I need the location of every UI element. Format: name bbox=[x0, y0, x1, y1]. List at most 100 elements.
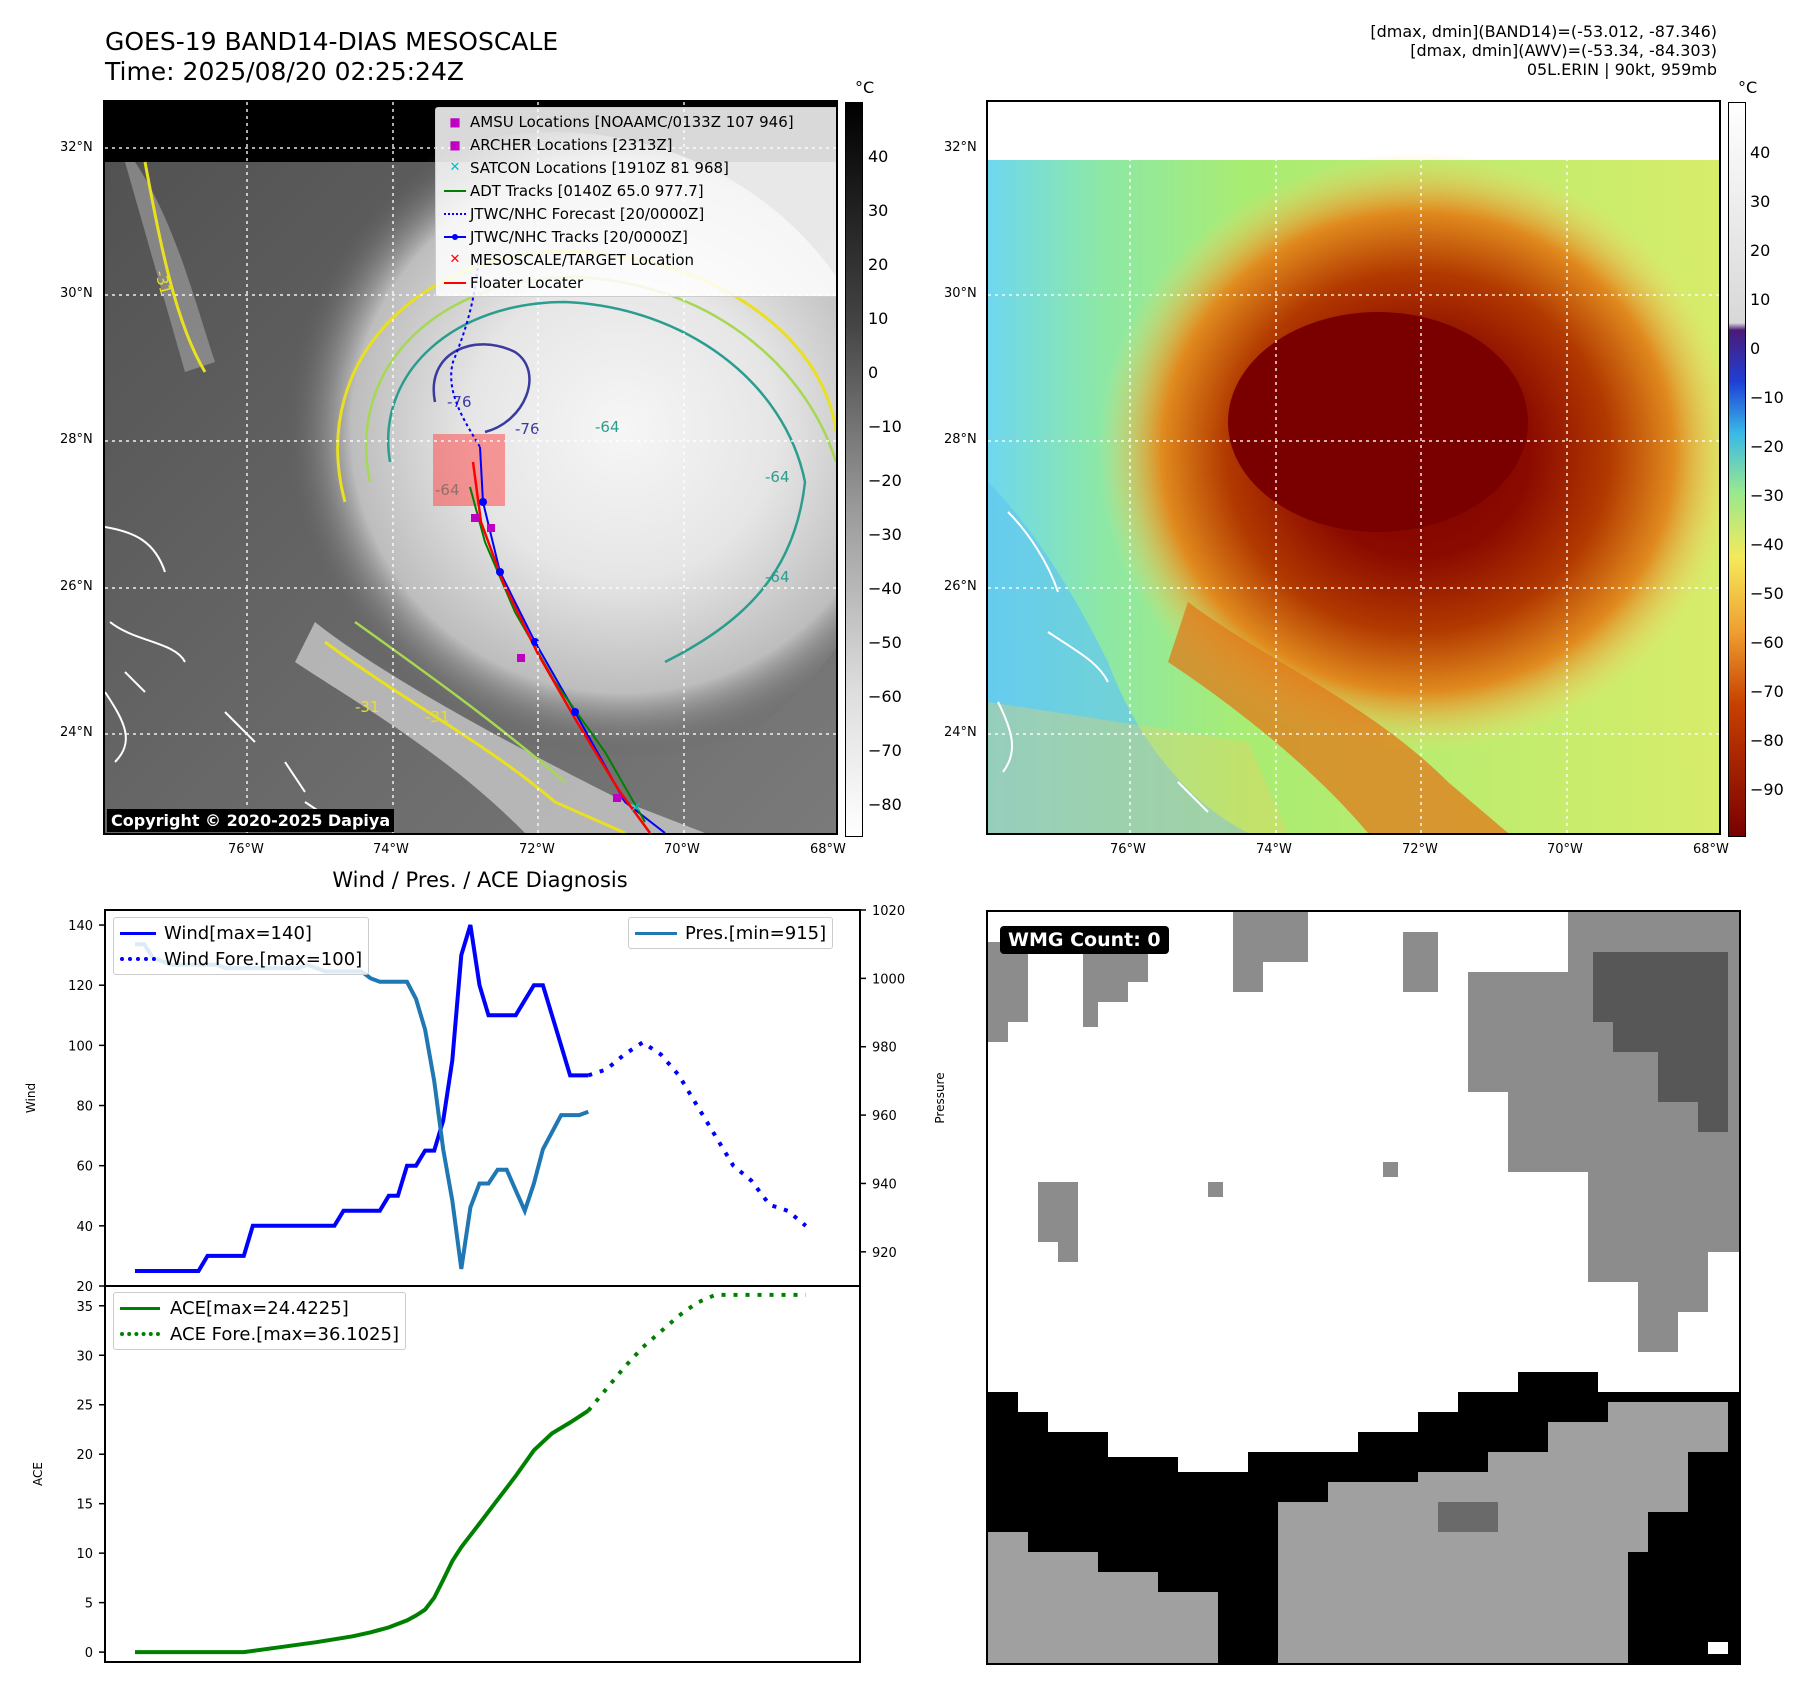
colorbar-tick: −40 bbox=[868, 579, 902, 598]
lon-label: 74°W bbox=[1256, 842, 1292, 857]
legend-target: ✕ MESOSCALE/TARGET Location bbox=[440, 248, 835, 271]
wmg-cell-gray bbox=[1208, 1182, 1223, 1197]
lon-label: 68°W bbox=[1693, 842, 1729, 857]
archer-point bbox=[517, 654, 525, 662]
lon-label: 74°W bbox=[373, 842, 409, 857]
contour-label: -31 bbox=[151, 268, 175, 296]
series-line-wind-fore bbox=[587, 1040, 808, 1228]
y-tick-label: 100 bbox=[68, 1039, 93, 1054]
wmg-map bbox=[988, 912, 1739, 1663]
colorbar-tick: −80 bbox=[868, 795, 902, 814]
wmg-cell-gray bbox=[1038, 1182, 1078, 1262]
series-line-pres bbox=[135, 942, 589, 1270]
legend-wind: Wind[max=140] bbox=[120, 920, 362, 946]
lat-label: 30°N bbox=[944, 286, 977, 301]
colorbar-tick: −90 bbox=[1750, 780, 1784, 799]
x-icon: ✕ bbox=[449, 160, 461, 175]
contour-label: -64 bbox=[595, 418, 620, 436]
ace-y-ticks: 0 5 10 15 20 25 30 35 bbox=[76, 1300, 105, 1661]
y-tick-label: 40 bbox=[76, 1220, 93, 1235]
y-tick-label: 80 bbox=[76, 1100, 93, 1115]
wmg-panel: WMG Count: 0 bbox=[986, 910, 1741, 1665]
colorbar-tick: −50 bbox=[1750, 584, 1784, 603]
contour-48-south bbox=[354, 620, 566, 783]
dotted-line-icon bbox=[120, 957, 164, 961]
series-line-ace-fore bbox=[586, 1292, 806, 1412]
wind-axis-label: Wind bbox=[24, 1083, 38, 1113]
contour-label: -64 bbox=[765, 568, 790, 586]
contour-label: -64 bbox=[765, 468, 790, 486]
lat-label: 24°N bbox=[60, 725, 93, 740]
y-tick-label: 960 bbox=[872, 1109, 897, 1124]
legend-wind-forecast: Wind Fore.[max=100] bbox=[120, 946, 362, 972]
lon-label: 76°W bbox=[1110, 842, 1146, 857]
clear-sky-west bbox=[988, 482, 1248, 833]
square-icon: ■ bbox=[449, 137, 461, 152]
contour-64 bbox=[387, 300, 807, 664]
y-tick-label: 920 bbox=[872, 1246, 897, 1261]
x-icon: ✕ bbox=[449, 252, 461, 267]
y-tick-label: 5 bbox=[85, 1597, 93, 1612]
dotted-line-icon bbox=[440, 212, 470, 215]
line-icon bbox=[120, 931, 164, 935]
colorbar-tick: 40 bbox=[1750, 143, 1771, 162]
line-icon bbox=[440, 281, 470, 284]
colorbar-tick: −70 bbox=[1750, 682, 1784, 701]
colorbar-unit: °C bbox=[855, 78, 875, 97]
figure-title: GOES-19 BAND14-DIAS MESOSCALE Time: 2025… bbox=[105, 27, 558, 87]
map-legend: ■ AMSU Locations [NOAAMC/0133Z 107 946] ■… bbox=[435, 107, 836, 297]
info-line-3: 05L.ERIN | 90kt, 959mb bbox=[1526, 60, 1717, 79]
track-point bbox=[496, 568, 504, 576]
y-tick-label: 10 bbox=[76, 1547, 93, 1562]
info-line-1: [dmax, dmin](BAND14)=(-53.012, -87.346) bbox=[1370, 22, 1717, 41]
lat-label: 28°N bbox=[60, 432, 93, 447]
series-line-ace bbox=[135, 1409, 590, 1655]
y-tick-label: 20 bbox=[76, 1280, 93, 1295]
legend-archer: ■ ARCHER Locations [2313Z] bbox=[440, 133, 835, 156]
gray-colorbar bbox=[845, 102, 863, 837]
wmg-cell-gray bbox=[1083, 942, 1148, 1027]
ace-series bbox=[135, 1292, 806, 1655]
archer-point bbox=[471, 514, 479, 522]
track-point bbox=[531, 638, 539, 646]
y-tick-label: 120 bbox=[68, 979, 93, 994]
lat-label: 24°N bbox=[944, 725, 977, 740]
lat-label: 26°N bbox=[944, 579, 977, 594]
ace-axis-label: ACE bbox=[31, 1462, 45, 1486]
wind-y-ticks: 20 40 60 80 100 120 140 bbox=[68, 919, 105, 1295]
ir-color-map bbox=[988, 102, 1719, 833]
colorbar-tick: −60 bbox=[868, 687, 902, 706]
track-point bbox=[479, 498, 487, 506]
pressure-legend: Pres.[min=915] bbox=[628, 917, 834, 949]
colorbar-tick: −80 bbox=[1750, 731, 1784, 750]
wind-legend: Wind[max=140] Wind Fore.[max=100] bbox=[113, 917, 370, 975]
legend-forecast: JTWC/NHC Forecast [20/0000Z] bbox=[440, 202, 835, 225]
series-line-wind bbox=[135, 924, 589, 1273]
lon-label: 70°W bbox=[1547, 842, 1583, 857]
coastlines bbox=[997, 511, 1209, 813]
colorbar-tick: 0 bbox=[868, 363, 879, 382]
diagnosis-title: Wind / Pres. / ACE Diagnosis bbox=[332, 868, 628, 892]
lat-label: 32°N bbox=[944, 140, 977, 155]
ir-color-map-panel bbox=[986, 100, 1721, 835]
y-tick-label: 30 bbox=[76, 1349, 93, 1364]
colorbar-tick: −40 bbox=[1750, 535, 1784, 554]
color-colorbar bbox=[1728, 102, 1746, 837]
colorbar-tick: −60 bbox=[1750, 633, 1784, 652]
lat-label: 26°N bbox=[60, 579, 93, 594]
colorbar-tick: 30 bbox=[1750, 192, 1771, 211]
contour-76 bbox=[432, 343, 531, 434]
legend-floater: Floater Locater bbox=[440, 271, 835, 294]
y-tick-label: 60 bbox=[76, 1160, 93, 1175]
floater-box bbox=[433, 434, 505, 506]
dot-line-icon bbox=[440, 233, 470, 240]
y-tick-label: 980 bbox=[872, 1041, 897, 1056]
colorbar-tick: −70 bbox=[868, 741, 902, 760]
coastlines bbox=[105, 526, 336, 823]
title-line-2: Time: 2025/08/20 02:25:24Z bbox=[105, 57, 464, 86]
line-icon bbox=[635, 931, 685, 935]
dotted-line-icon bbox=[120, 1332, 170, 1336]
wmg-cell-lightgray bbox=[1278, 1402, 1728, 1663]
info-line-2: [dmax, dmin](AWV)=(-53.34, -84.303) bbox=[1410, 41, 1717, 60]
map-grid bbox=[988, 102, 1719, 833]
